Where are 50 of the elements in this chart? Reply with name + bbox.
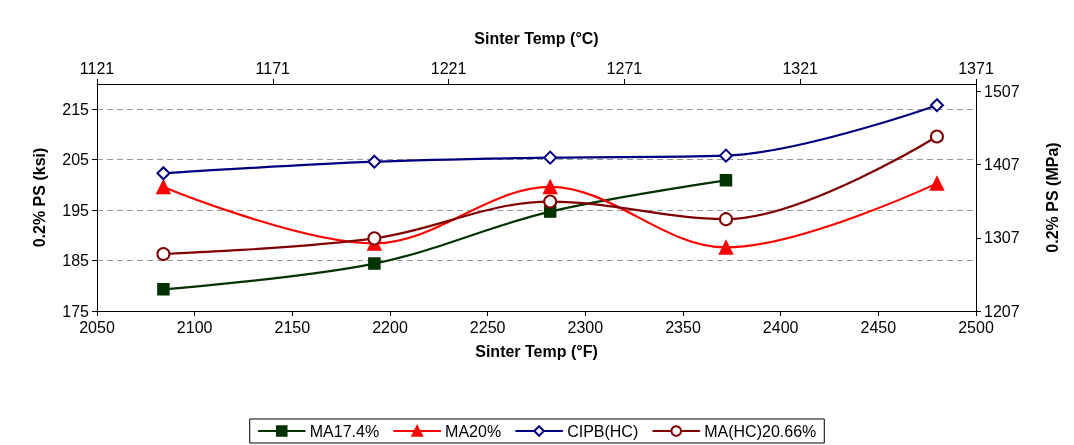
point [368, 257, 381, 270]
y2-tick-label: 1207 [984, 302, 1020, 320]
y2-tick-label: 1307 [984, 229, 1020, 247]
point [543, 194, 558, 209]
y-axis-title: 0.2% PS (ksi) [30, 147, 48, 248]
x2-tick-label: 1321 [782, 59, 819, 77]
y-tick-label: 185 [62, 252, 90, 270]
x-axis-title: Sinter Temp (°F) [475, 342, 598, 360]
x2-tick-label: 1121 [79, 59, 115, 77]
x-tick-label: 2400 [762, 318, 799, 336]
x-tick-label: 2100 [176, 318, 213, 336]
legend-label: MA17.4% [309, 422, 380, 440]
legend-label: CIPB(HC) [567, 422, 639, 440]
y2-axis-title: 0.2% PS (MPa) [1043, 142, 1061, 253]
point [542, 179, 558, 195]
point [156, 166, 171, 181]
x-tick-label: 2150 [274, 318, 311, 336]
x-tick-label: 2350 [665, 318, 701, 336]
point [156, 179, 171, 195]
point [156, 247, 171, 261]
legend-label: MA(HC)20.66% [704, 422, 817, 440]
point [718, 212, 733, 227]
point [718, 240, 734, 255]
x2-tick-label: 1271 [606, 59, 643, 77]
y2-tick-label: 1407 [984, 156, 1020, 174]
x2-tick-label: 1221 [430, 59, 467, 77]
x2-axis-title: Sinter Temp (°C) [474, 29, 599, 47]
y-tick-label: 195 [62, 201, 90, 219]
y-tick-label: 175 [62, 302, 90, 320]
point [367, 154, 382, 169]
y-tick-label: 205 [62, 151, 90, 169]
point [367, 231, 382, 246]
x-tick-label: 2200 [372, 318, 408, 336]
point [929, 98, 944, 113]
x-tick-label: 2300 [567, 318, 604, 336]
x2-tick-label: 1171 [255, 59, 291, 77]
point [718, 148, 733, 163]
point [929, 176, 945, 191]
point [157, 283, 170, 296]
point [543, 150, 558, 165]
x-tick-label: 2250 [469, 318, 506, 336]
point [929, 129, 944, 144]
x-tick-label: 2050 [79, 318, 115, 336]
x2-tick-label: 1371 [958, 59, 994, 77]
y2-tick-label: 1507 [984, 82, 1020, 100]
legend-label: MA20% [445, 422, 502, 440]
x-tick-label: 2450 [860, 318, 897, 336]
x-tick-label: 2500 [958, 318, 994, 336]
point [719, 174, 733, 187]
y-tick-label: 215 [62, 100, 90, 118]
